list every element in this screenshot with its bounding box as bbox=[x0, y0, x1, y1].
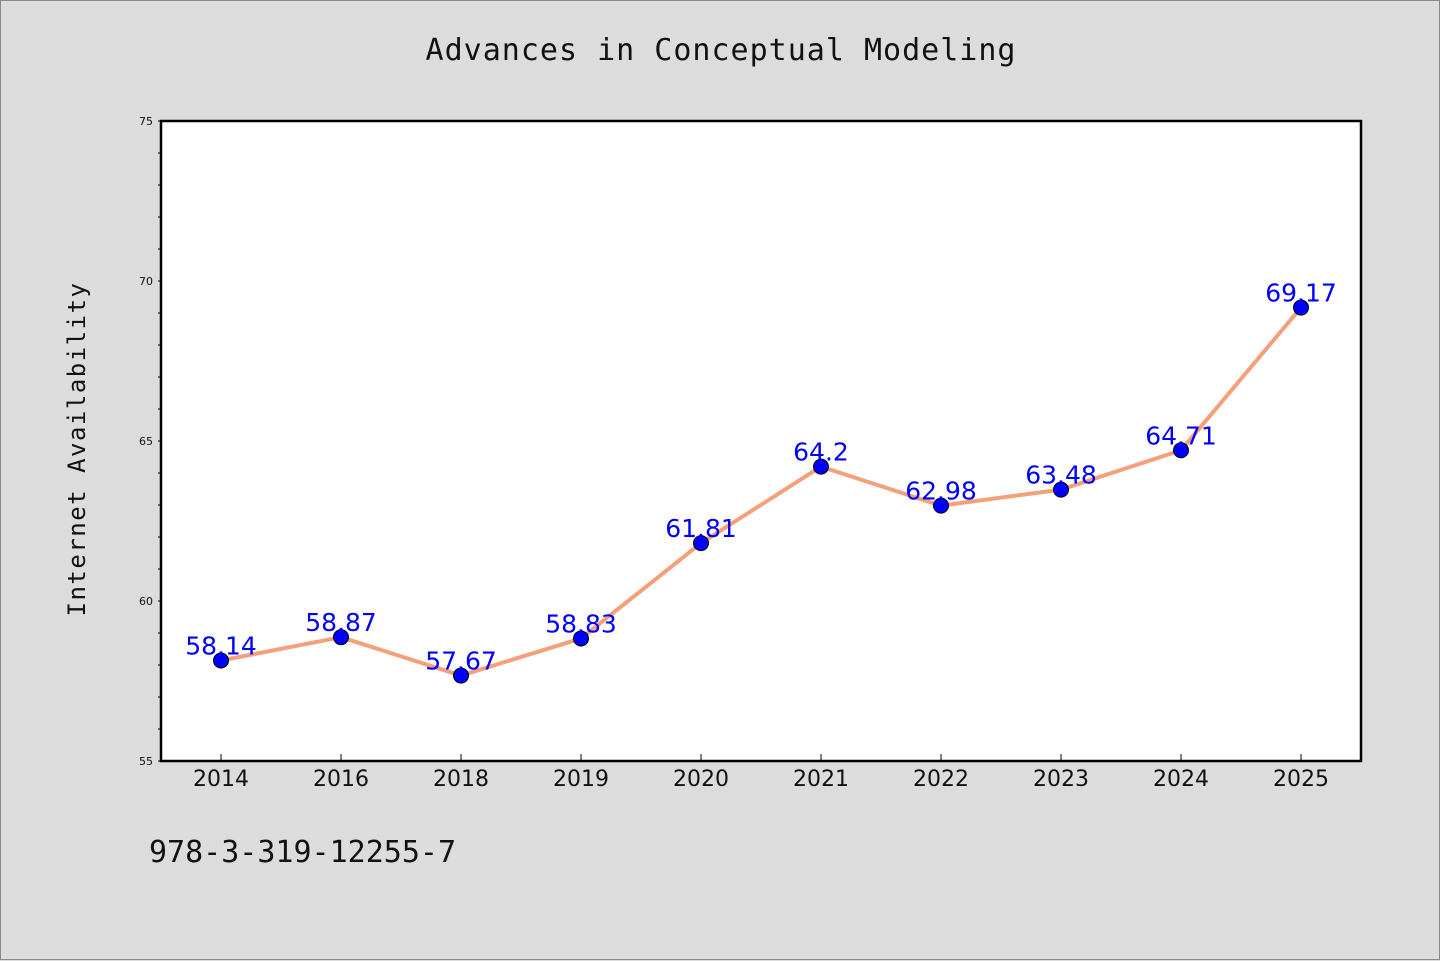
x-tick-label: 2023 bbox=[1033, 767, 1089, 792]
series-line bbox=[219, 305, 1303, 678]
data-label: 63.48 bbox=[1025, 461, 1097, 490]
data-label: 57.67 bbox=[425, 647, 497, 676]
isbn-footnote: 978-3-319-12255-7 bbox=[149, 835, 457, 870]
data-point bbox=[1053, 481, 1069, 498]
data-point bbox=[333, 629, 349, 646]
data-label: 62.98 bbox=[905, 477, 977, 506]
data-point bbox=[1173, 442, 1189, 459]
x-tick-label: 2024 bbox=[1153, 767, 1209, 792]
chart-title: Advances in Conceptual Modeling bbox=[425, 33, 1017, 68]
data-point bbox=[813, 458, 829, 475]
x-tick-label: 2014 bbox=[193, 767, 249, 792]
x-tick-label: 2016 bbox=[313, 767, 369, 792]
data-label: 58.14 bbox=[185, 632, 257, 661]
data-point bbox=[573, 630, 589, 647]
data-label: 58.87 bbox=[305, 608, 377, 637]
y-tick-label: 75 bbox=[139, 115, 153, 128]
y-tick-label: 70 bbox=[139, 275, 153, 288]
x-tick-label: 2019 bbox=[553, 767, 609, 792]
data-label: 64.2 bbox=[793, 438, 849, 467]
y-tick-label: 55 bbox=[139, 755, 153, 768]
y-tick-label: 65 bbox=[139, 435, 153, 448]
data-label: 69.17 bbox=[1265, 279, 1337, 308]
data-label: 58.83 bbox=[545, 609, 617, 638]
data-point bbox=[213, 652, 229, 669]
plot-area bbox=[161, 121, 1361, 761]
data-point bbox=[453, 667, 469, 684]
data-label: 61.81 bbox=[665, 514, 737, 543]
data-point bbox=[693, 535, 709, 552]
x-tick-label: 2022 bbox=[913, 767, 969, 792]
x-tick-label: 2018 bbox=[433, 767, 489, 792]
x-tick-label: 2025 bbox=[1273, 767, 1329, 792]
plot-border bbox=[159, 119, 1363, 763]
data-point bbox=[1293, 299, 1309, 316]
y-tick-label: 60 bbox=[139, 595, 153, 608]
x-tick-label: 2021 bbox=[793, 767, 849, 792]
data-point bbox=[933, 497, 949, 514]
data-label: 64.71 bbox=[1145, 421, 1217, 450]
x-tick-label: 2020 bbox=[673, 767, 729, 792]
